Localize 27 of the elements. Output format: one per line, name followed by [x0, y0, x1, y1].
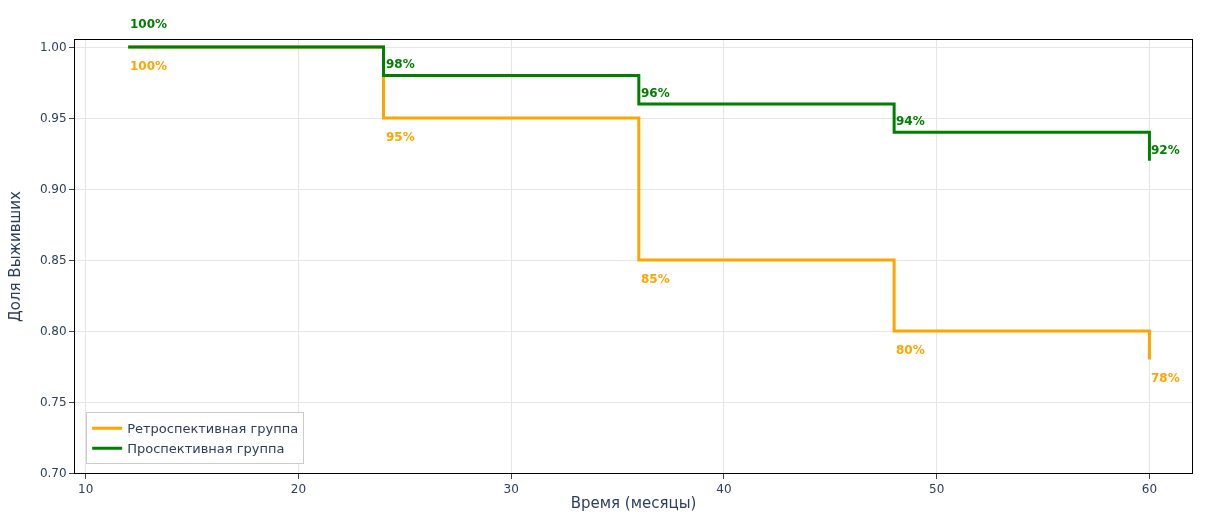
x-tick-label: 10	[78, 482, 94, 497]
data-label: 80%	[896, 343, 925, 357]
y-tick-label: 0.80	[39, 324, 67, 339]
x-tick-label: 30	[503, 482, 519, 497]
x-tick-label: 40	[716, 482, 732, 497]
y-tick-label: 0.70	[39, 466, 67, 481]
data-label: 85%	[641, 272, 670, 286]
data-label: 96%	[641, 86, 670, 100]
x-axis-title: Время (месяцы)	[570, 494, 697, 513]
data-label: 92%	[1151, 143, 1180, 157]
y-tick-label: 0.75	[39, 395, 67, 410]
x-tick-label: 60	[1141, 482, 1158, 497]
y-tick-label: 0.90	[39, 182, 67, 197]
legend-label: Ретроспективная группа	[127, 421, 299, 437]
y-axis-title: Доля Выживших	[6, 190, 25, 322]
data-label: 100%	[130, 59, 168, 73]
legend-label: Проспективная группа	[127, 441, 285, 457]
data-label: 95%	[386, 130, 415, 144]
y-tick-label: 1.00	[39, 40, 67, 55]
data-label: 100%	[130, 17, 168, 31]
y-tick-label: 0.85	[39, 253, 67, 268]
data-label: 78%	[1151, 371, 1180, 385]
x-tick-label: 50	[929, 482, 945, 497]
y-tick-label: 0.95	[39, 111, 67, 126]
x-tick-label: 20	[290, 482, 307, 497]
data-label: 98%	[386, 57, 415, 71]
data-label: 94%	[896, 114, 925, 128]
